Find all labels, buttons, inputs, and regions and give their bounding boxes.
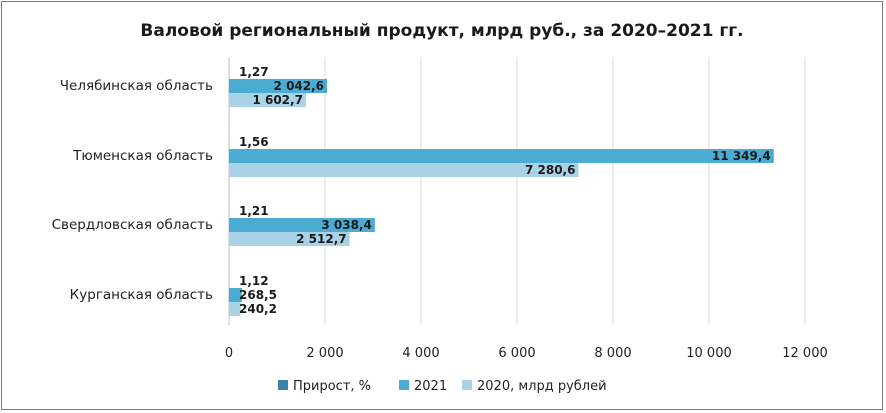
category-labels: Челябинская область Тюменская область Свер…: [52, 78, 213, 303]
x-tick-label: 8 000: [594, 346, 631, 361]
data-label: 2 512,7: [296, 232, 346, 246]
x-tick-label: 0: [225, 346, 233, 361]
chart-title: Валовой региональный продукт, млрд руб.,…: [140, 21, 743, 41]
data-label: 7 280,6: [525, 163, 575, 177]
data-label: 1,56: [239, 135, 269, 149]
legend: Прирост, % 2021 2020, млрд рублей: [278, 379, 607, 394]
bar: [229, 218, 375, 232]
category-label: Свердловская область: [52, 217, 213, 233]
bar: [229, 79, 328, 93]
legend-label: 2020, млрд рублей: [477, 379, 607, 394]
x-tick-label: 4 000: [402, 346, 439, 361]
data-label: 1,27: [239, 65, 269, 79]
data-label: 268,5: [239, 288, 277, 302]
bar: [229, 149, 774, 163]
data-label: 1 602,7: [252, 93, 302, 107]
data-label: 1,21: [239, 204, 269, 218]
category-label: Курганская область: [70, 287, 213, 303]
bar: [229, 93, 306, 107]
x-tick-label: 10 000: [686, 346, 732, 361]
legend-label: 2021: [414, 379, 447, 394]
x-tick-label: 6 000: [498, 346, 535, 361]
grid-lines: [228, 57, 806, 325]
x-tick-label: 12 000: [782, 346, 828, 361]
bar: [229, 163, 579, 177]
bars: 1,27 1,56 1,21 1,12 2 042,6 11 349,4 3 038,4 26…: [229, 65, 774, 316]
x-tick-label: 2 000: [306, 346, 343, 361]
legend-swatch: [399, 380, 409, 390]
category-label: Челябинская область: [60, 78, 213, 94]
data-label: 2 042,6: [274, 79, 324, 93]
x-axis-ticks: 0 2 000 4 000 6 000 8 000 10 000 12 000: [225, 346, 828, 361]
legend-label: Прирост, %: [293, 379, 371, 394]
category-label: Тюменская область: [72, 148, 213, 164]
legend-swatch: [278, 380, 288, 390]
data-label: 1,12: [239, 274, 269, 288]
legend-swatch: [462, 380, 472, 390]
bar: [229, 302, 241, 316]
bar: [229, 288, 242, 302]
bar: [229, 232, 350, 246]
data-label: 240,2: [239, 302, 277, 316]
data-label: 11 349,4: [712, 149, 771, 163]
data-label: 3 038,4: [321, 218, 371, 232]
